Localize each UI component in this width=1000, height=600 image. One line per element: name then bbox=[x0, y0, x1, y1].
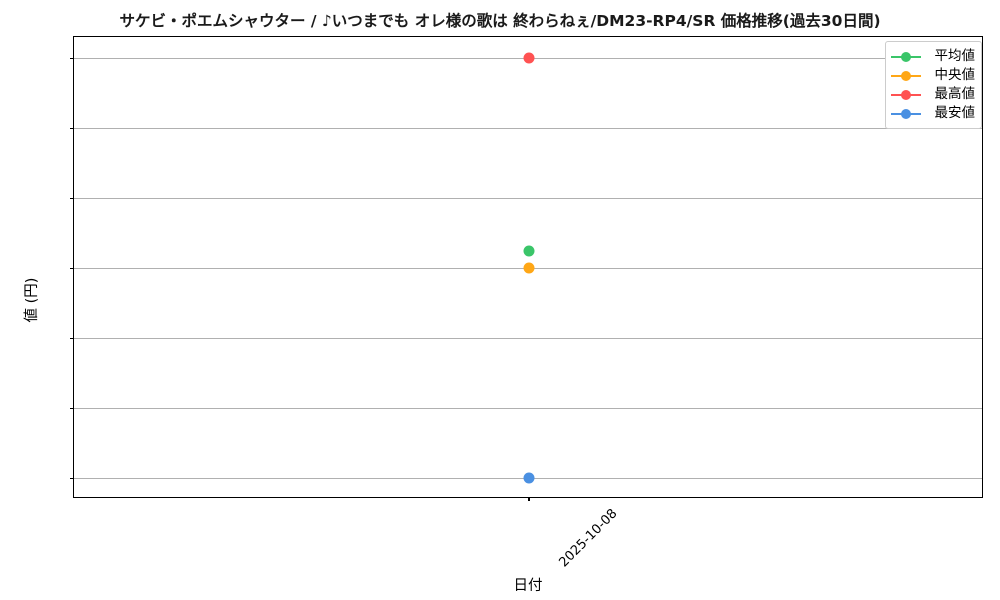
legend-marker-icon bbox=[891, 70, 921, 81]
legend-dot-icon bbox=[901, 51, 911, 62]
legend-label: 最高値 bbox=[934, 86, 976, 102]
legend-label: 最安値 bbox=[934, 105, 976, 121]
legend-marker-icon bbox=[891, 89, 921, 100]
legend-marker-icon bbox=[891, 51, 921, 62]
legend-item[interactable]: 最安値 bbox=[891, 104, 975, 123]
plot-area: 406080100120140160 2025-10-08 bbox=[70, 36, 983, 570]
y-tick-mark bbox=[70, 268, 74, 270]
legend-item[interactable]: 中央値 bbox=[891, 66, 975, 85]
legend-dot-icon bbox=[901, 89, 911, 100]
data-point bbox=[523, 52, 535, 64]
data-point bbox=[523, 472, 535, 484]
legend-marker-icon bbox=[891, 108, 921, 119]
data-point bbox=[523, 245, 535, 256]
x-tick-label: 2025-10-08 bbox=[556, 506, 621, 571]
y-tick-mark bbox=[70, 408, 74, 410]
legend-dot-icon bbox=[901, 108, 911, 119]
y-tick-mark bbox=[70, 198, 74, 200]
legend-item[interactable]: 平均値 bbox=[891, 47, 975, 66]
legend-item[interactable]: 最高値 bbox=[891, 85, 975, 104]
gridline bbox=[74, 128, 982, 129]
legend-dot-icon bbox=[901, 70, 911, 81]
legend-label: 中央値 bbox=[934, 67, 976, 83]
chart-title: サケビ・ポエムシャウター / ♪いつまでも オレ様の歌は 終わらねぇ/DM23-… bbox=[119, 12, 881, 30]
x-axis-label: 日付 bbox=[513, 578, 543, 594]
y-axis-label: 値 (円) bbox=[23, 277, 40, 323]
y-tick-mark bbox=[70, 58, 74, 60]
data-point bbox=[523, 262, 535, 274]
y-tick-mark bbox=[70, 128, 74, 130]
chart-legend: 平均値中央値最高値最安値 bbox=[885, 41, 982, 129]
gridline bbox=[74, 198, 982, 199]
gridline bbox=[74, 338, 982, 339]
y-tick-mark bbox=[70, 478, 74, 480]
legend-label: 平均値 bbox=[934, 48, 976, 64]
y-tick-mark bbox=[70, 338, 74, 340]
gridline bbox=[74, 408, 982, 409]
x-tick-mark bbox=[528, 497, 530, 501]
